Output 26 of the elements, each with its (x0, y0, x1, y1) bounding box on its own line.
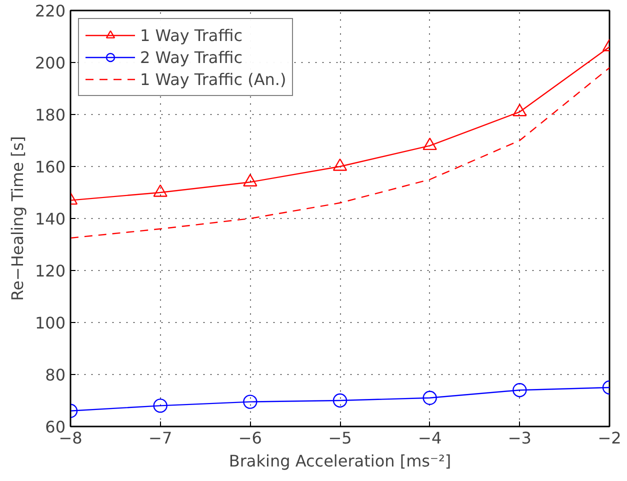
x-axis-title: Braking Acceleration [ms⁻²] (228, 452, 452, 470)
legend-label: 2 Way Traffic (140, 48, 242, 66)
x-tick-label: −6 (238, 428, 262, 448)
y-tick-label: 140 (34, 210, 66, 228)
point (422, 138, 437, 150)
line-series (70, 67, 610, 239)
legend-label: 1 Way Traffic (140, 26, 242, 44)
legend-label: 1 Way Traffic (An.) (140, 70, 286, 88)
y-tick-label: 80 (45, 366, 66, 384)
y-tick-label: 220 (34, 2, 66, 20)
y-tick-label: 160 (34, 158, 66, 176)
point (332, 393, 348, 408)
x-tick-label: −5 (328, 428, 352, 448)
point (332, 158, 348, 171)
point (243, 394, 258, 409)
y-axis-title: Re−Healing Time [s] (8, 136, 27, 301)
x-tick-label: −4 (418, 428, 442, 448)
x-tick-label: −2 (598, 428, 622, 448)
y-tick-label: 180 (34, 106, 66, 124)
y-tick-label: 120 (34, 262, 66, 280)
point (243, 174, 258, 186)
point (422, 390, 437, 405)
x-tick-label: −3 (508, 428, 532, 448)
x-tick-label: −7 (148, 428, 172, 448)
y-tick-label: 100 (34, 314, 66, 332)
y-tick-label: 200 (34, 54, 66, 72)
